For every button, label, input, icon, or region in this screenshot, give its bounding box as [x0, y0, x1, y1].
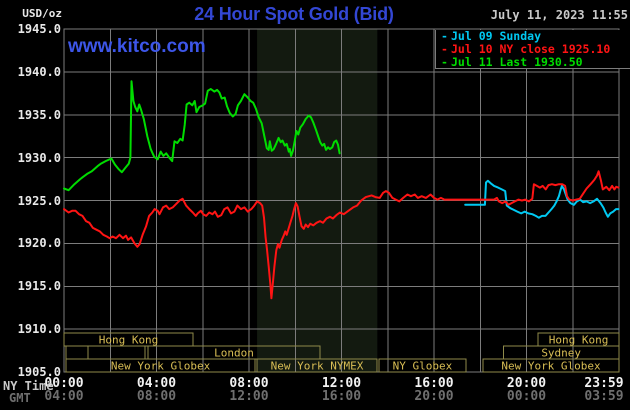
- x-axis-tick-label-gmt: 03:59: [584, 389, 624, 404]
- session-box: [65, 345, 89, 360]
- session-box: [378, 358, 467, 373]
- kitco-watermark-link[interactable]: www.kitco.com: [68, 36, 206, 57]
- legend-item-jul10: - Jul 10 NY close 1925.10: [441, 43, 630, 56]
- x-axis-tick-label-gmt: 00:00: [506, 389, 547, 404]
- timestamp: July 11, 2023 11:55: [490, 8, 628, 22]
- session-label: New York Globex: [501, 360, 601, 373]
- series-line-jul-11: [63, 80, 341, 192]
- y-axis-tick-label: 1905.0: [17, 365, 61, 379]
- x-axis-tick-label-ny: 00:00: [44, 376, 84, 391]
- series-line-jul-10: [63, 170, 620, 300]
- y-axis-tick-label: 1925.0: [17, 193, 61, 208]
- session-label: NY Globex: [393, 360, 453, 373]
- legend-item-jul09: - Jul 09 Sunday: [441, 30, 630, 43]
- ny-time-row-label: NY Time: [3, 379, 54, 393]
- legend-swatch-red: -: [441, 42, 448, 56]
- session-box: [256, 358, 378, 373]
- x-axis-tick-label-ny: 16:00: [414, 376, 454, 391]
- x-axis-tick-label-gmt: 16:00: [321, 389, 362, 404]
- x-axis-tick-label-ny: 12:00: [321, 376, 362, 391]
- legend-label-jul10: Jul 10 NY close 1925.10: [451, 42, 611, 56]
- legend-label-jul11: Jul 11 Last 1930.50: [451, 55, 583, 69]
- x-axis-tick-label-ny: 20:00: [506, 376, 547, 391]
- x-axis-tick-label-gmt: 04:00: [44, 389, 84, 404]
- y-axis-tick-label: 1945.0: [17, 22, 61, 36]
- y-axis-tick-label: 1935.0: [17, 107, 61, 122]
- session-box: [482, 358, 620, 373]
- session-label: Sydney: [541, 347, 581, 360]
- legend-swatch-cyan: -: [441, 29, 448, 43]
- legend-swatch-green: -: [441, 55, 448, 69]
- session-label: London: [214, 347, 254, 360]
- page-title: 24 Hour Spot Gold (Bid): [194, 4, 394, 24]
- y-axis-tick-label: 1915.0: [17, 279, 61, 294]
- legend: - Jul 09 Sunday - Jul 10 NY close 1925.10 …: [435, 30, 630, 69]
- unit-label: USD/oz: [22, 7, 62, 20]
- x-axis-tick-label-gmt: 08:00: [136, 389, 177, 404]
- y-axis-tick-label: 1940.0: [17, 64, 61, 79]
- gmt-row-label: GMT: [9, 391, 31, 405]
- session-label: Hong Kong: [549, 334, 609, 347]
- x-axis-tick-label-ny: 08:00: [229, 376, 269, 391]
- y-axis-tick-label: 1930.0: [17, 150, 61, 165]
- legend-label-jul09: Jul 09 Sunday: [451, 29, 542, 43]
- x-axis-tick-label-gmt: 20:00: [414, 389, 454, 404]
- session-label: New York NYMEX: [271, 360, 364, 373]
- session-label: New York Globex: [111, 360, 211, 373]
- session-label: Hong Kong: [99, 334, 159, 347]
- y-axis-tick-label: 1910.0: [17, 322, 61, 337]
- legend-item-jul11: - Jul 11 Last 1930.50: [441, 56, 630, 69]
- x-axis-tick-label-ny: 23:59: [584, 376, 624, 391]
- session-box: [65, 358, 256, 373]
- session-box: [87, 345, 146, 360]
- series-line-jul-09-sunday: [464, 179, 620, 219]
- x-axis-tick-label-ny: 04:00: [136, 376, 177, 391]
- y-axis-tick-label: 1920.0: [17, 236, 61, 251]
- x-axis-tick-label-gmt: 12:00: [229, 389, 269, 404]
